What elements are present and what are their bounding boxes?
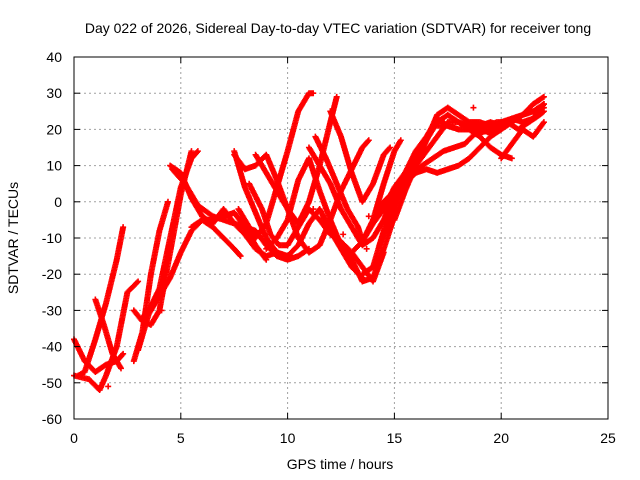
data-point: [135, 278, 142, 285]
data-point: [540, 93, 547, 100]
series-track-17: [263, 155, 398, 285]
y-tick-label: -40: [42, 339, 62, 355]
outlier-point: [310, 206, 317, 213]
data-point: [539, 109, 546, 116]
data-point: [387, 144, 394, 151]
y-tick-label: 30: [46, 85, 62, 101]
series-track-08: [139, 148, 201, 321]
outlier-point: [105, 383, 112, 390]
y-tick-label: -10: [42, 230, 62, 246]
x-axis-title: GPS time / hours: [287, 456, 394, 472]
data-point: [540, 119, 547, 126]
outlier-point: [476, 133, 483, 140]
data-point: [188, 148, 195, 155]
data-point: [164, 198, 171, 205]
data-point: [386, 145, 393, 152]
outlier-point: [365, 213, 372, 220]
data-point: [540, 108, 547, 115]
data-point: [310, 90, 317, 97]
series-track-20: [327, 108, 394, 205]
series-track-27: [498, 119, 547, 162]
chart-title: Day 022 of 2026, Sidereal Day-to-day VTE…: [85, 20, 591, 36]
data-point: [539, 101, 546, 108]
outlier-point: [199, 213, 206, 220]
outlier-point: [158, 307, 165, 314]
data-point: [119, 351, 126, 358]
outlier-point: [288, 253, 295, 260]
series-track-11: [188, 209, 270, 263]
x-tick-labels: 0 5 10 15 20 25: [70, 430, 616, 446]
x-tick-label: 20: [493, 430, 509, 446]
x-tick-label: 5: [177, 430, 185, 446]
y-axis-title: SDTVAR / TECUs: [5, 182, 21, 294]
data-markers: [71, 90, 547, 394]
y-tick-labels: -60 -50 -40 -30 -20 -10 0 10 20 30 40: [42, 49, 62, 427]
data-point: [237, 253, 244, 260]
data-point: [117, 365, 124, 372]
data-point: [193, 149, 200, 156]
data-point: [236, 252, 243, 259]
outlier-points: [105, 104, 483, 390]
data-point: [120, 350, 127, 357]
x-tick-label: 0: [70, 430, 78, 446]
outlier-point: [363, 245, 370, 252]
x-tick-label: 10: [280, 430, 296, 446]
data-point: [365, 137, 372, 144]
data-point: [397, 137, 404, 144]
y-tick-label: 20: [46, 121, 62, 137]
data-point: [539, 94, 546, 101]
y-tick-label: 10: [46, 158, 62, 174]
data-point: [333, 93, 340, 100]
series-track-04: [92, 296, 124, 372]
data-point: [540, 101, 547, 108]
y-tick-label: 0: [54, 194, 62, 210]
outlier-point: [340, 231, 347, 238]
y-tick-label: -50: [42, 375, 62, 391]
y-tick-label: -60: [42, 411, 62, 427]
data-point: [364, 138, 371, 145]
x-tick-label: 15: [387, 430, 403, 446]
data-point: [120, 224, 127, 231]
data-point: [263, 256, 270, 263]
y-tick-label: 40: [46, 49, 62, 65]
data-point: [194, 148, 201, 155]
y-tick-label: -30: [42, 302, 62, 318]
series-track-16: [231, 137, 372, 256]
data-point: [134, 279, 141, 286]
data-point: [508, 155, 515, 162]
series-track-26: [434, 101, 547, 137]
x-tick-label: 25: [600, 430, 616, 446]
y-tick-label: -20: [42, 266, 62, 282]
axis-ticks: [73, 56, 609, 420]
outlier-point: [470, 104, 477, 111]
